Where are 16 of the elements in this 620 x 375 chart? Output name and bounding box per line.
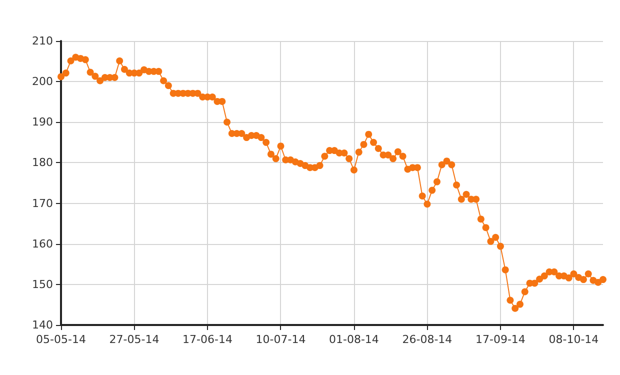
x-tick-label: 01-08-14 (329, 333, 379, 346)
y-tick-label: 200 (32, 75, 53, 88)
x-tick-label: 10-07-14 (256, 333, 306, 346)
y-tick-label: 190 (32, 116, 53, 129)
x-tick-label: 08-10-14 (548, 333, 599, 346)
x-tick-label: 27-05-14 (109, 333, 160, 346)
y-tick-label: 150 (32, 278, 53, 291)
x-tick-label: 17-06-14 (182, 333, 232, 346)
y-tick-label: 210 (32, 34, 53, 48)
y-tick-label: 180 (32, 156, 53, 170)
x-tick-label: 17-09-14 (475, 333, 526, 346)
y-tick-label: 140 (32, 318, 53, 332)
x-tick-label: 05-05-14 (36, 333, 86, 346)
x-tick-label: 26-08-14 (402, 333, 452, 346)
y-tick-label: 160 (32, 237, 53, 250)
y-tick-label: 170 (32, 196, 53, 210)
